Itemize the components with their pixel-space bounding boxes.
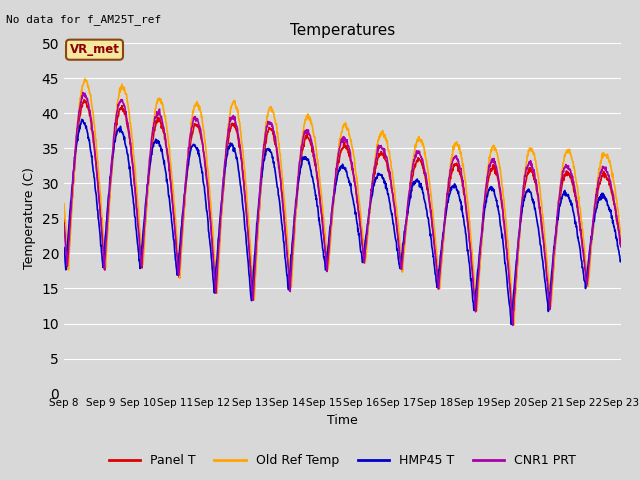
- Old Ref Temp: [60, 201, 68, 206]
- HMP45 T: [308, 174, 316, 180]
- Panel T: [297, 159, 305, 165]
- Old Ref Temp: [297, 152, 305, 157]
- CNR1 PRT: [297, 152, 305, 157]
- HMP45 T: [378, 172, 385, 178]
- Panel T: [509, 318, 517, 324]
- CNR1 PRT: [60, 220, 68, 226]
- CNR1 PRT: [79, 90, 87, 96]
- HMP45 T: [617, 257, 625, 263]
- CNR1 PRT: [378, 143, 385, 148]
- Y-axis label: Temperature (C): Temperature (C): [23, 168, 36, 269]
- HMP45 T: [78, 117, 86, 122]
- CNR1 PRT: [126, 138, 134, 144]
- CNR1 PRT: [617, 244, 625, 250]
- Line: Old Ref Temp: Old Ref Temp: [64, 79, 621, 325]
- Panel T: [104, 227, 111, 232]
- HMP45 T: [318, 240, 326, 246]
- Panel T: [617, 242, 625, 248]
- Panel T: [80, 97, 88, 103]
- CNR1 PRT: [509, 323, 516, 328]
- Text: No data for f_AM25T_ref: No data for f_AM25T_ref: [6, 14, 162, 25]
- Line: CNR1 PRT: CNR1 PRT: [64, 93, 621, 325]
- Title: Temperatures: Temperatures: [290, 23, 395, 38]
- CNR1 PRT: [318, 215, 326, 220]
- HMP45 T: [104, 206, 111, 212]
- HMP45 T: [60, 245, 68, 251]
- Panel T: [126, 141, 134, 147]
- X-axis label: Time: Time: [327, 414, 358, 427]
- HMP45 T: [508, 322, 515, 327]
- Old Ref Temp: [81, 76, 89, 82]
- Line: Panel T: Panel T: [64, 100, 621, 321]
- Old Ref Temp: [378, 130, 385, 135]
- Old Ref Temp: [510, 322, 518, 328]
- Old Ref Temp: [126, 120, 134, 126]
- Legend: Panel T, Old Ref Temp, HMP45 T, CNR1 PRT: Panel T, Old Ref Temp, HMP45 T, CNR1 PRT: [104, 449, 581, 472]
- Line: HMP45 T: HMP45 T: [64, 120, 621, 324]
- Text: VR_met: VR_met: [70, 43, 120, 56]
- Old Ref Temp: [617, 230, 625, 236]
- Old Ref Temp: [104, 233, 111, 239]
- Panel T: [378, 149, 385, 155]
- CNR1 PRT: [308, 141, 316, 146]
- Panel T: [318, 217, 326, 223]
- Panel T: [308, 149, 316, 155]
- HMP45 T: [126, 168, 134, 174]
- HMP45 T: [297, 165, 305, 170]
- Old Ref Temp: [318, 201, 326, 206]
- Panel T: [60, 216, 68, 222]
- Old Ref Temp: [308, 122, 316, 128]
- CNR1 PRT: [104, 219, 111, 225]
